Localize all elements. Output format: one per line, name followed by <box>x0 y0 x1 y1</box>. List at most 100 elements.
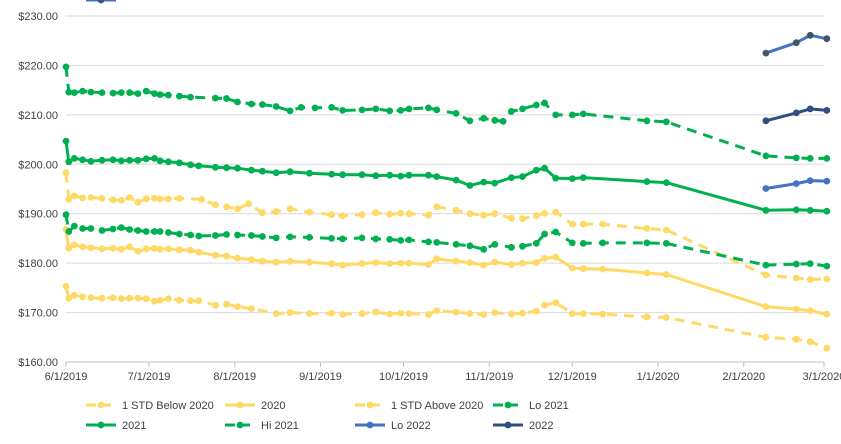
data-point <box>195 232 203 240</box>
data-point <box>117 89 125 96</box>
data-point <box>823 344 831 352</box>
data-point <box>272 234 280 242</box>
data-point <box>806 177 814 185</box>
data-point <box>195 297 203 305</box>
data-point <box>126 294 133 302</box>
data-point <box>643 313 651 321</box>
data-point <box>306 208 313 216</box>
data-point <box>212 201 219 209</box>
series-1-std-below-2020 <box>62 283 831 352</box>
data-point <box>117 224 125 232</box>
data-point <box>176 159 183 167</box>
data-point <box>339 171 346 179</box>
data-point <box>480 311 488 318</box>
data-point <box>425 171 432 179</box>
data-point <box>109 89 117 97</box>
y-tick-label: $190.00 <box>18 209 58 221</box>
data-point <box>62 63 70 71</box>
y-tick-label: $200.00 <box>18 159 58 171</box>
series-line <box>764 33 829 55</box>
data-point <box>259 233 266 240</box>
data-point <box>176 195 183 202</box>
data-point <box>187 93 194 101</box>
y-tick-label: $160.00 <box>18 357 58 369</box>
series-1-std-above-2020 <box>62 169 831 283</box>
data-point <box>272 258 280 266</box>
data-point <box>223 203 230 211</box>
data-point <box>339 261 346 269</box>
data-point <box>823 155 831 162</box>
data-point <box>541 99 548 107</box>
data-point <box>117 157 125 165</box>
data-point <box>806 31 814 39</box>
data-point <box>508 261 515 268</box>
data-point <box>70 155 78 162</box>
data-point <box>87 294 95 302</box>
data-point <box>358 171 366 179</box>
data-point <box>762 49 770 57</box>
data-point <box>405 310 413 317</box>
data-point <box>386 310 394 318</box>
data-point <box>248 166 255 174</box>
data-point <box>87 157 95 165</box>
data-point <box>286 257 294 265</box>
data-point <box>109 225 117 233</box>
data-point <box>762 271 770 279</box>
data-point <box>762 303 770 310</box>
data-point <box>433 239 441 246</box>
data-point <box>134 294 142 302</box>
data-point <box>579 220 587 228</box>
data-point <box>466 242 474 250</box>
data-point <box>579 265 587 272</box>
data-point <box>823 207 831 215</box>
data-point <box>532 240 540 247</box>
data-point <box>662 271 670 278</box>
data-point <box>286 168 294 176</box>
x-tick-label: 2/1/2020 <box>722 371 765 383</box>
data-point <box>599 239 607 247</box>
data-point <box>176 230 183 238</box>
data-point <box>405 171 413 179</box>
data-point <box>823 35 831 43</box>
data-point <box>541 164 548 172</box>
x-tick-label: 1/1/2020 <box>637 371 680 383</box>
data-point <box>480 178 488 186</box>
data-point <box>126 89 133 96</box>
data-point <box>156 91 164 98</box>
data-point <box>70 222 78 230</box>
data-point <box>62 211 70 219</box>
data-point <box>212 251 219 259</box>
data-point <box>397 172 405 180</box>
data-point <box>579 110 587 118</box>
data-point <box>109 156 117 164</box>
data-point <box>792 39 800 47</box>
data-point <box>223 252 230 260</box>
data-point <box>806 338 814 346</box>
series-line <box>764 107 829 123</box>
data-point <box>568 175 576 183</box>
data-point <box>234 231 241 239</box>
data-point <box>397 309 405 317</box>
x-axis: 6/1/2019 7/1/2019 8/1/2019 9/1/2019 10/1/201… <box>45 361 841 383</box>
data-point <box>519 309 526 317</box>
data-point <box>248 305 255 312</box>
data-point <box>79 243 86 251</box>
data-point <box>98 89 106 96</box>
data-point <box>508 243 515 251</box>
data-point <box>552 208 560 216</box>
data-point <box>519 215 526 223</box>
legend-label: 2022 <box>529 420 553 432</box>
data-point <box>433 203 441 211</box>
data-point <box>87 244 95 252</box>
data-point <box>87 194 95 201</box>
x-tick-label: 3/1/2020 <box>803 371 841 383</box>
series-2020 <box>62 226 831 318</box>
data-point <box>480 211 488 219</box>
data-point <box>212 232 219 239</box>
data-point <box>372 235 380 243</box>
data-point <box>552 299 560 307</box>
data-point <box>372 105 380 113</box>
x-tick-label: 10/1/2019 <box>379 371 428 383</box>
legend-item-hi-2021: Hi 2021 <box>225 420 299 432</box>
x-tick-label: 11/1/2019 <box>465 371 513 383</box>
